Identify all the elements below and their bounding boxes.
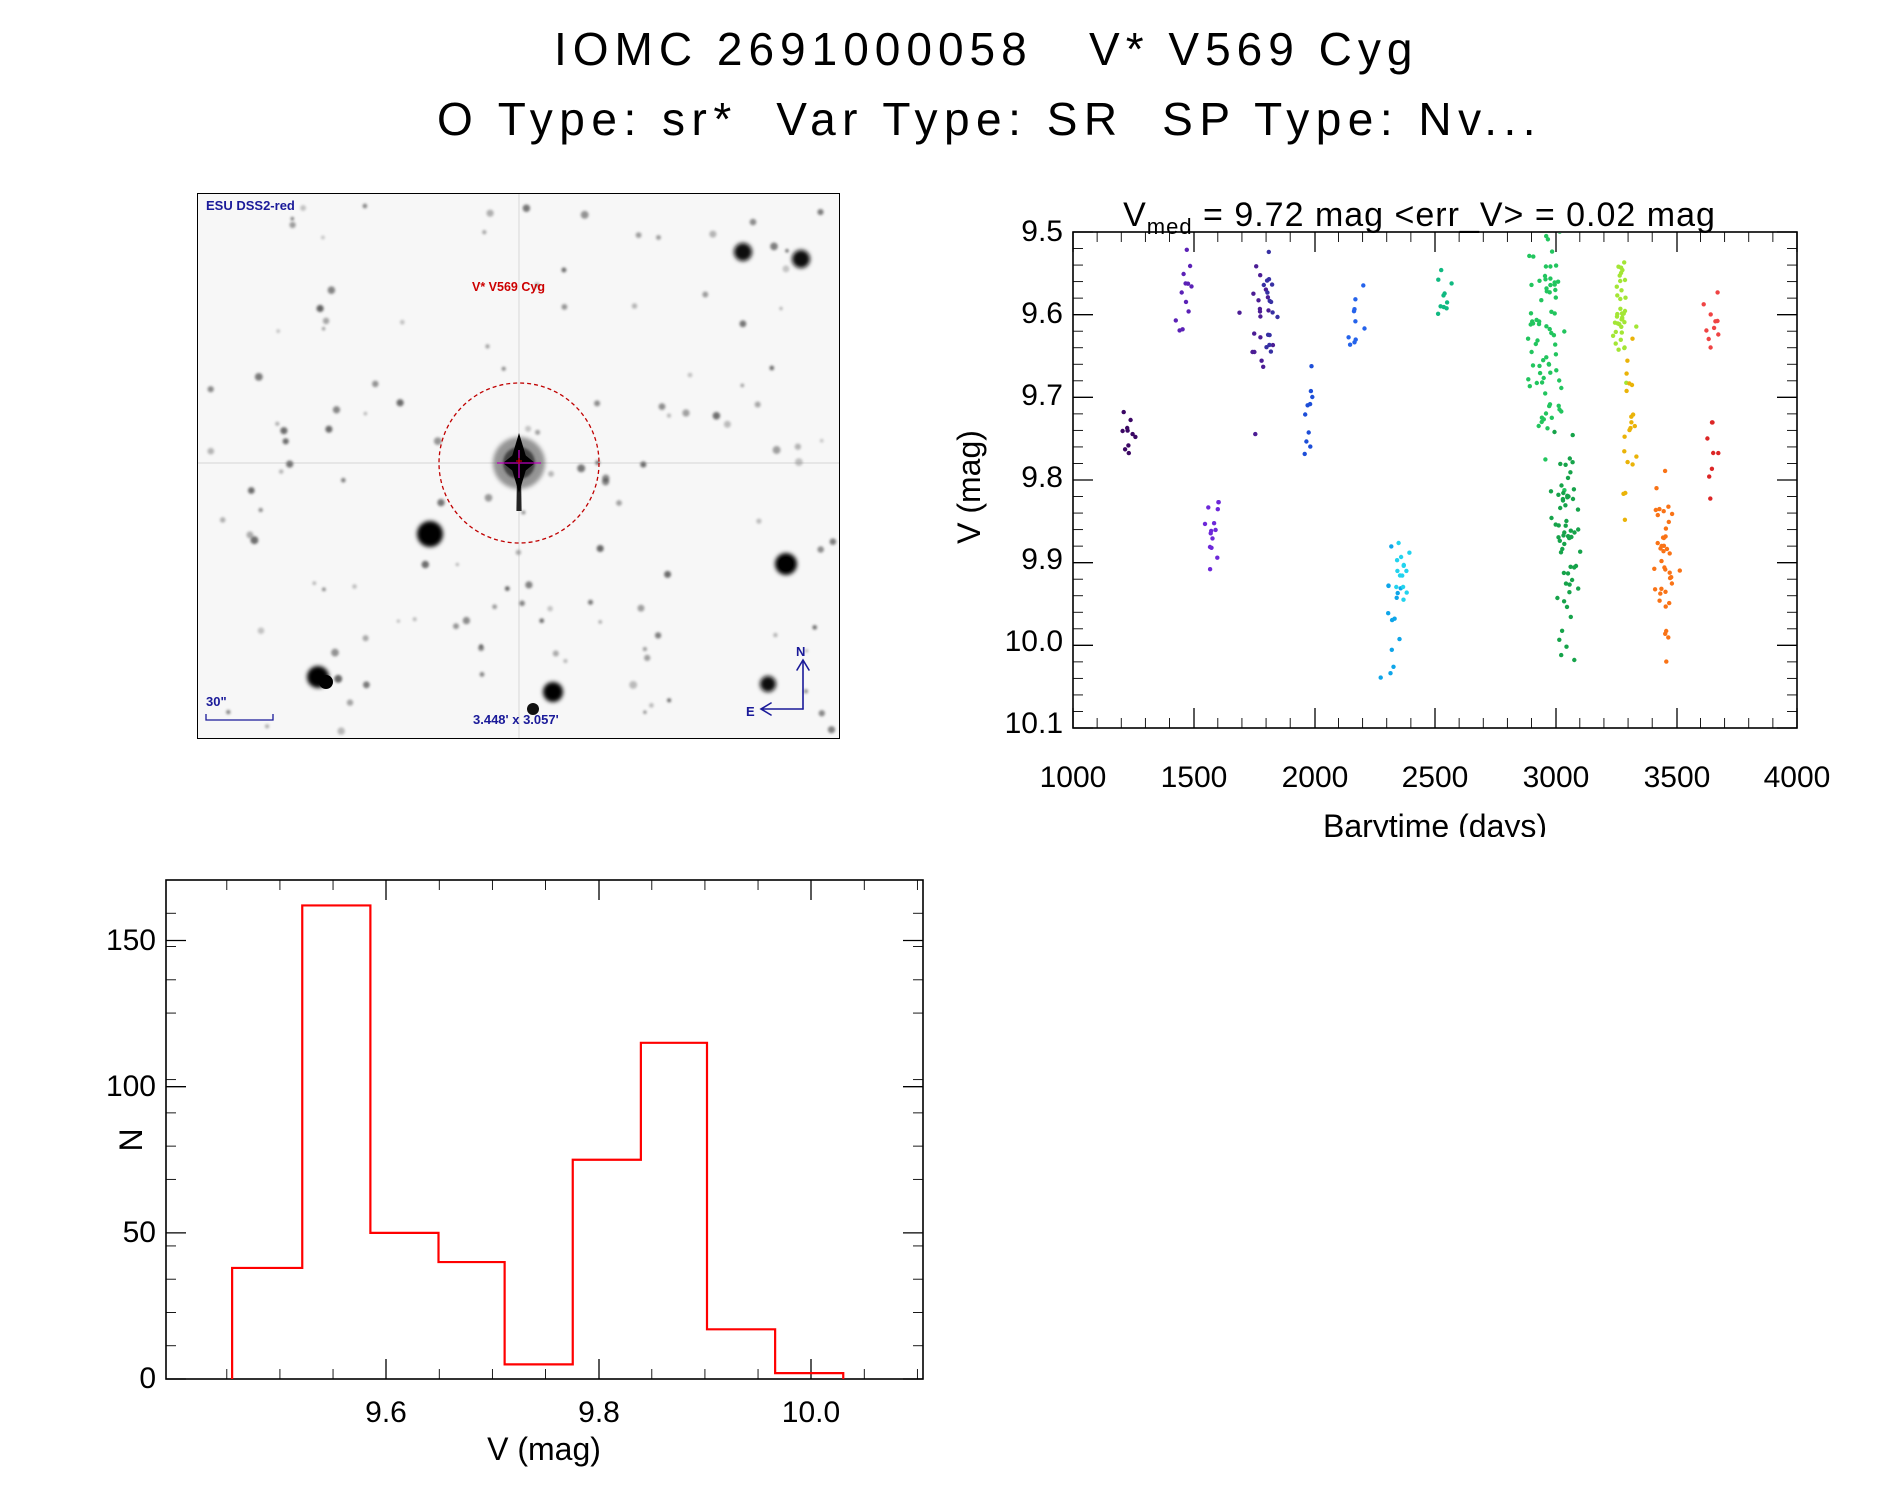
svg-text:3500: 3500 xyxy=(1644,761,1711,794)
svg-text:3000: 3000 xyxy=(1523,761,1590,794)
svg-text:V* V569 Cyg: V* V569 Cyg xyxy=(472,280,545,294)
svg-text:N: N xyxy=(113,1128,149,1151)
svg-text:0: 0 xyxy=(139,1362,156,1395)
svg-text:9.5: 9.5 xyxy=(1021,215,1063,248)
svg-text:9.8: 9.8 xyxy=(578,1396,620,1429)
svg-text:9.6: 9.6 xyxy=(365,1396,407,1429)
svg-text:1000: 1000 xyxy=(1040,761,1107,794)
svg-text:V (mag): V (mag) xyxy=(951,430,987,544)
svg-text:9.9: 9.9 xyxy=(1021,543,1063,576)
svg-text:1500: 1500 xyxy=(1161,761,1228,794)
svg-text:Barytime (days): Barytime (days) xyxy=(1323,808,1547,837)
svg-text:2500: 2500 xyxy=(1402,761,1469,794)
svg-text:3.448' x 3.057': 3.448' x 3.057' xyxy=(473,712,559,727)
svg-text:50: 50 xyxy=(123,1216,156,1249)
svg-text:100: 100 xyxy=(106,1070,156,1103)
svg-text:150: 150 xyxy=(106,924,156,957)
svg-text:N: N xyxy=(796,644,805,659)
svg-text:V (mag): V (mag) xyxy=(487,1431,601,1467)
svg-text:4000: 4000 xyxy=(1764,761,1831,794)
svg-text:10.1: 10.1 xyxy=(1005,707,1063,740)
svg-text:9.6: 9.6 xyxy=(1021,297,1063,330)
svg-text:ESU DSS2-red: ESU DSS2-red xyxy=(206,198,295,213)
svg-text:10.0: 10.0 xyxy=(1005,625,1063,658)
svg-text:9.8: 9.8 xyxy=(1021,461,1063,494)
svg-text:10.0: 10.0 xyxy=(782,1396,840,1429)
svg-text:30": 30" xyxy=(206,694,227,709)
svg-text:E: E xyxy=(746,704,755,719)
svg-text:9.7: 9.7 xyxy=(1021,379,1063,412)
svg-text:2000: 2000 xyxy=(1282,761,1349,794)
